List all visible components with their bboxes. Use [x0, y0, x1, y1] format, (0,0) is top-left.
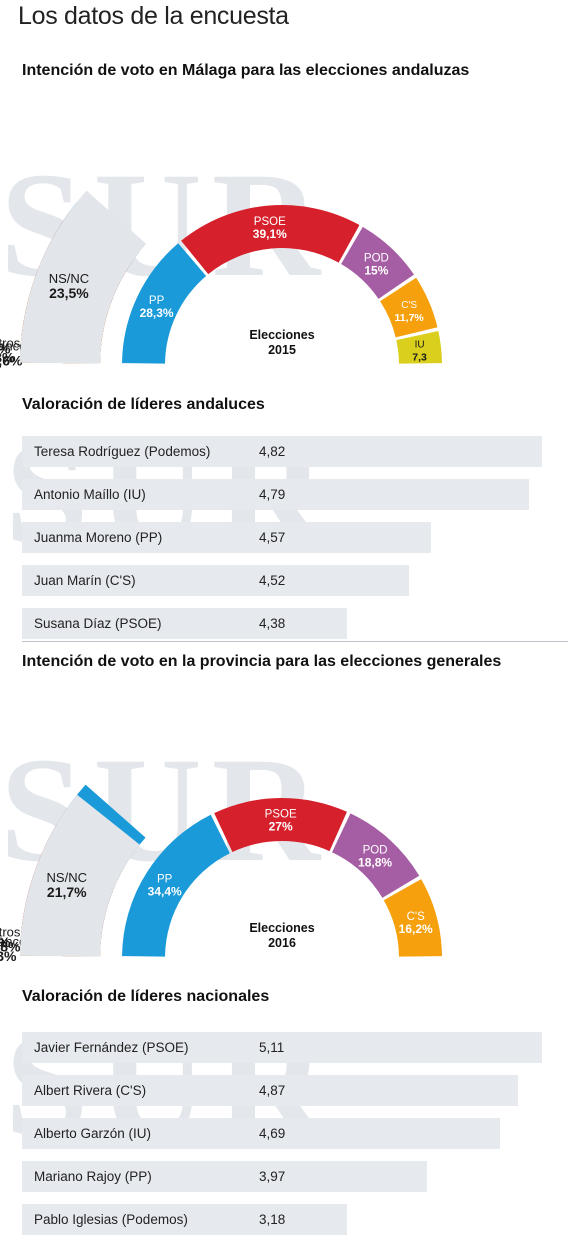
slice-label-ns-nc: NS/NC [47, 870, 87, 885]
inner-value-c-s: 11,7% [395, 312, 425, 324]
slice-ns-nc [20, 190, 147, 364]
bar-category-label: Pablo Iglesias (Podemos) [34, 1212, 188, 1227]
inner-value-pod: 15% [364, 264, 388, 278]
bar-category-label: Antonio Maíllo (IU) [34, 487, 146, 502]
bar-value-label: 3,97 [259, 1169, 286, 1184]
slice-label-ns-nc: NS/NC [49, 271, 89, 286]
bar-row: Juanma Moreno (PP) 4,57 [22, 522, 431, 553]
bar-value-label: 4,52 [259, 573, 286, 588]
slice-ns-nc [20, 794, 140, 957]
inner-slice-psoe [214, 798, 347, 853]
slice-value-ns-nc: 21,7% [47, 884, 87, 900]
chart-title-lideres-andaluces: Valoración de líderes andaluces [22, 396, 265, 413]
bar-row: Juan Marín (C'S) 4,52 [22, 565, 409, 596]
bar-value-label: 4,69 [259, 1126, 286, 1141]
inner-value-pp: 28,3% [140, 306, 174, 320]
bar-row: Susana Díaz (PSOE) 4,38 [22, 608, 347, 639]
inner-center-label: Elecciones [249, 328, 314, 342]
inner-value-c-s: 16,2% [399, 922, 433, 936]
bar-row: Mariano Rajoy (PP) 3,97 [22, 1161, 427, 1192]
bar-category-label: Juanma Moreno (PP) [34, 530, 163, 545]
bar-category-label: Juan Marín (C'S) [34, 573, 136, 588]
inner-value-psoe: 39,1% [253, 227, 287, 241]
slice-label-iu: IU [0, 327, 1, 342]
inner-label-pp: PP [157, 873, 173, 885]
inner-slice-psoe [181, 205, 360, 275]
bar-value-label: 3,18 [259, 1212, 286, 1227]
bars-lideres-nacionales: Javier Fernández (PSOE) 5,11 Albert Rivera… [22, 1032, 542, 1247]
inner-center-year: 2015 [268, 343, 296, 357]
bar-row: Antonio Maíllo (IU) 4,79 [22, 479, 529, 510]
inner-slice-c-s [383, 879, 442, 957]
hemicycle-andaluzas: PP21,6%PSOE19,9%PODEMOS13,7%C'S11,2%IU3,… [0, 190, 442, 369]
page-title: Los datos de la encuesta [18, 2, 289, 30]
chart-title-generales: Intención de voto en la provincia para l… [22, 653, 502, 670]
bar-value-label: 4,38 [259, 616, 286, 631]
slice-label-otros: Otros [0, 335, 21, 350]
bar-value-label: 4,82 [259, 444, 286, 459]
inner-value-psoe: 27% [269, 820, 293, 834]
inner-value-pp: 34,4% [148, 884, 182, 898]
inner-label-pp: PP [149, 295, 165, 307]
section-divider [22, 641, 568, 642]
slice-value-ns-nc: 23,5% [49, 285, 89, 301]
inner-center-label: Elecciones [249, 921, 314, 935]
slice-label-iu: IU [0, 920, 1, 935]
slice-label-blanco: Blanco [0, 934, 26, 949]
slice-value-iu: 3,6% [0, 341, 11, 357]
inner-value-pod: 18,8% [358, 855, 392, 869]
bar-category-label: Teresa Rodríguez (Podemos) [34, 444, 211, 459]
bar-row: Albert Rivera (C'S) 4,87 [22, 1075, 518, 1106]
inner-slice-c-s [380, 277, 438, 338]
slice-value-iu: 3,5% [0, 934, 11, 950]
bar-value-label: 4,57 [259, 530, 286, 545]
inner-center-year: 2016 [268, 936, 296, 950]
inner-label-c-s: C'S [407, 911, 426, 923]
bar-category-label: Susana Díaz (PSOE) [34, 616, 162, 631]
slice-value-otros: 3,8% [0, 939, 21, 955]
inner-label-c-s: C'S [401, 300, 417, 311]
inner-slice-pp [122, 243, 207, 364]
inner-value-iu: 7,3 [412, 351, 427, 363]
slice-value-blanco: 3,6% [0, 353, 23, 369]
bar-row: Teresa Rodríguez (Podemos) 4,82 [22, 436, 542, 467]
bar-value-label: 4,87 [259, 1083, 286, 1098]
inner-slice-pp [122, 814, 230, 957]
bar-row: Pablo Iglesias (Podemos) 3,18 [22, 1204, 347, 1235]
bar-category-label: Albert Rivera (C'S) [34, 1083, 147, 1098]
chart-title-lideres-nacionales: Valoración de líderes nacionales [22, 988, 270, 1005]
slice-label-blanco: Blanco [0, 339, 26, 354]
inner-label-iu: IU [415, 339, 425, 350]
inner-label-psoe: PSOE [265, 809, 297, 821]
inner-slice-iu [396, 330, 442, 364]
inner-label-pod: POD [363, 844, 388, 856]
chart-title-andaluzas: Intención de voto en Málaga para las ele… [22, 62, 470, 79]
bar-row: Javier Fernández (PSOE) 5,11 [22, 1032, 542, 1063]
slice-value-blanco: 3% [0, 948, 17, 964]
inner-slice-pod [341, 226, 414, 299]
slice-value-otros: 3% [0, 349, 15, 365]
inner-label-psoe: PSOE [254, 216, 286, 228]
bar-category-label: Alberto Garzón (IU) [34, 1126, 152, 1141]
hemicycle-generales: PP23,3%PSOE17,3%C'S14,4%PODEM.13%IU3,5%O… [0, 784, 442, 964]
bar-category-label: Javier Fernández (PSOE) [34, 1040, 189, 1055]
bar-value-label: 5,11 [259, 1040, 285, 1055]
inner-slice-pod [332, 813, 420, 898]
slice-label-otros: Otros [0, 925, 21, 940]
bar-value-label: 4,79 [259, 487, 286, 502]
bar-category-label: Mariano Rajoy (PP) [34, 1169, 152, 1184]
inner-label-pod: POD [364, 253, 389, 265]
bar-row: Alberto Garzón (IU) 4,69 [22, 1118, 500, 1149]
bars-lideres-andaluces: Teresa Rodríguez (Podemos) 4,82 Antonio Ma… [22, 436, 542, 651]
